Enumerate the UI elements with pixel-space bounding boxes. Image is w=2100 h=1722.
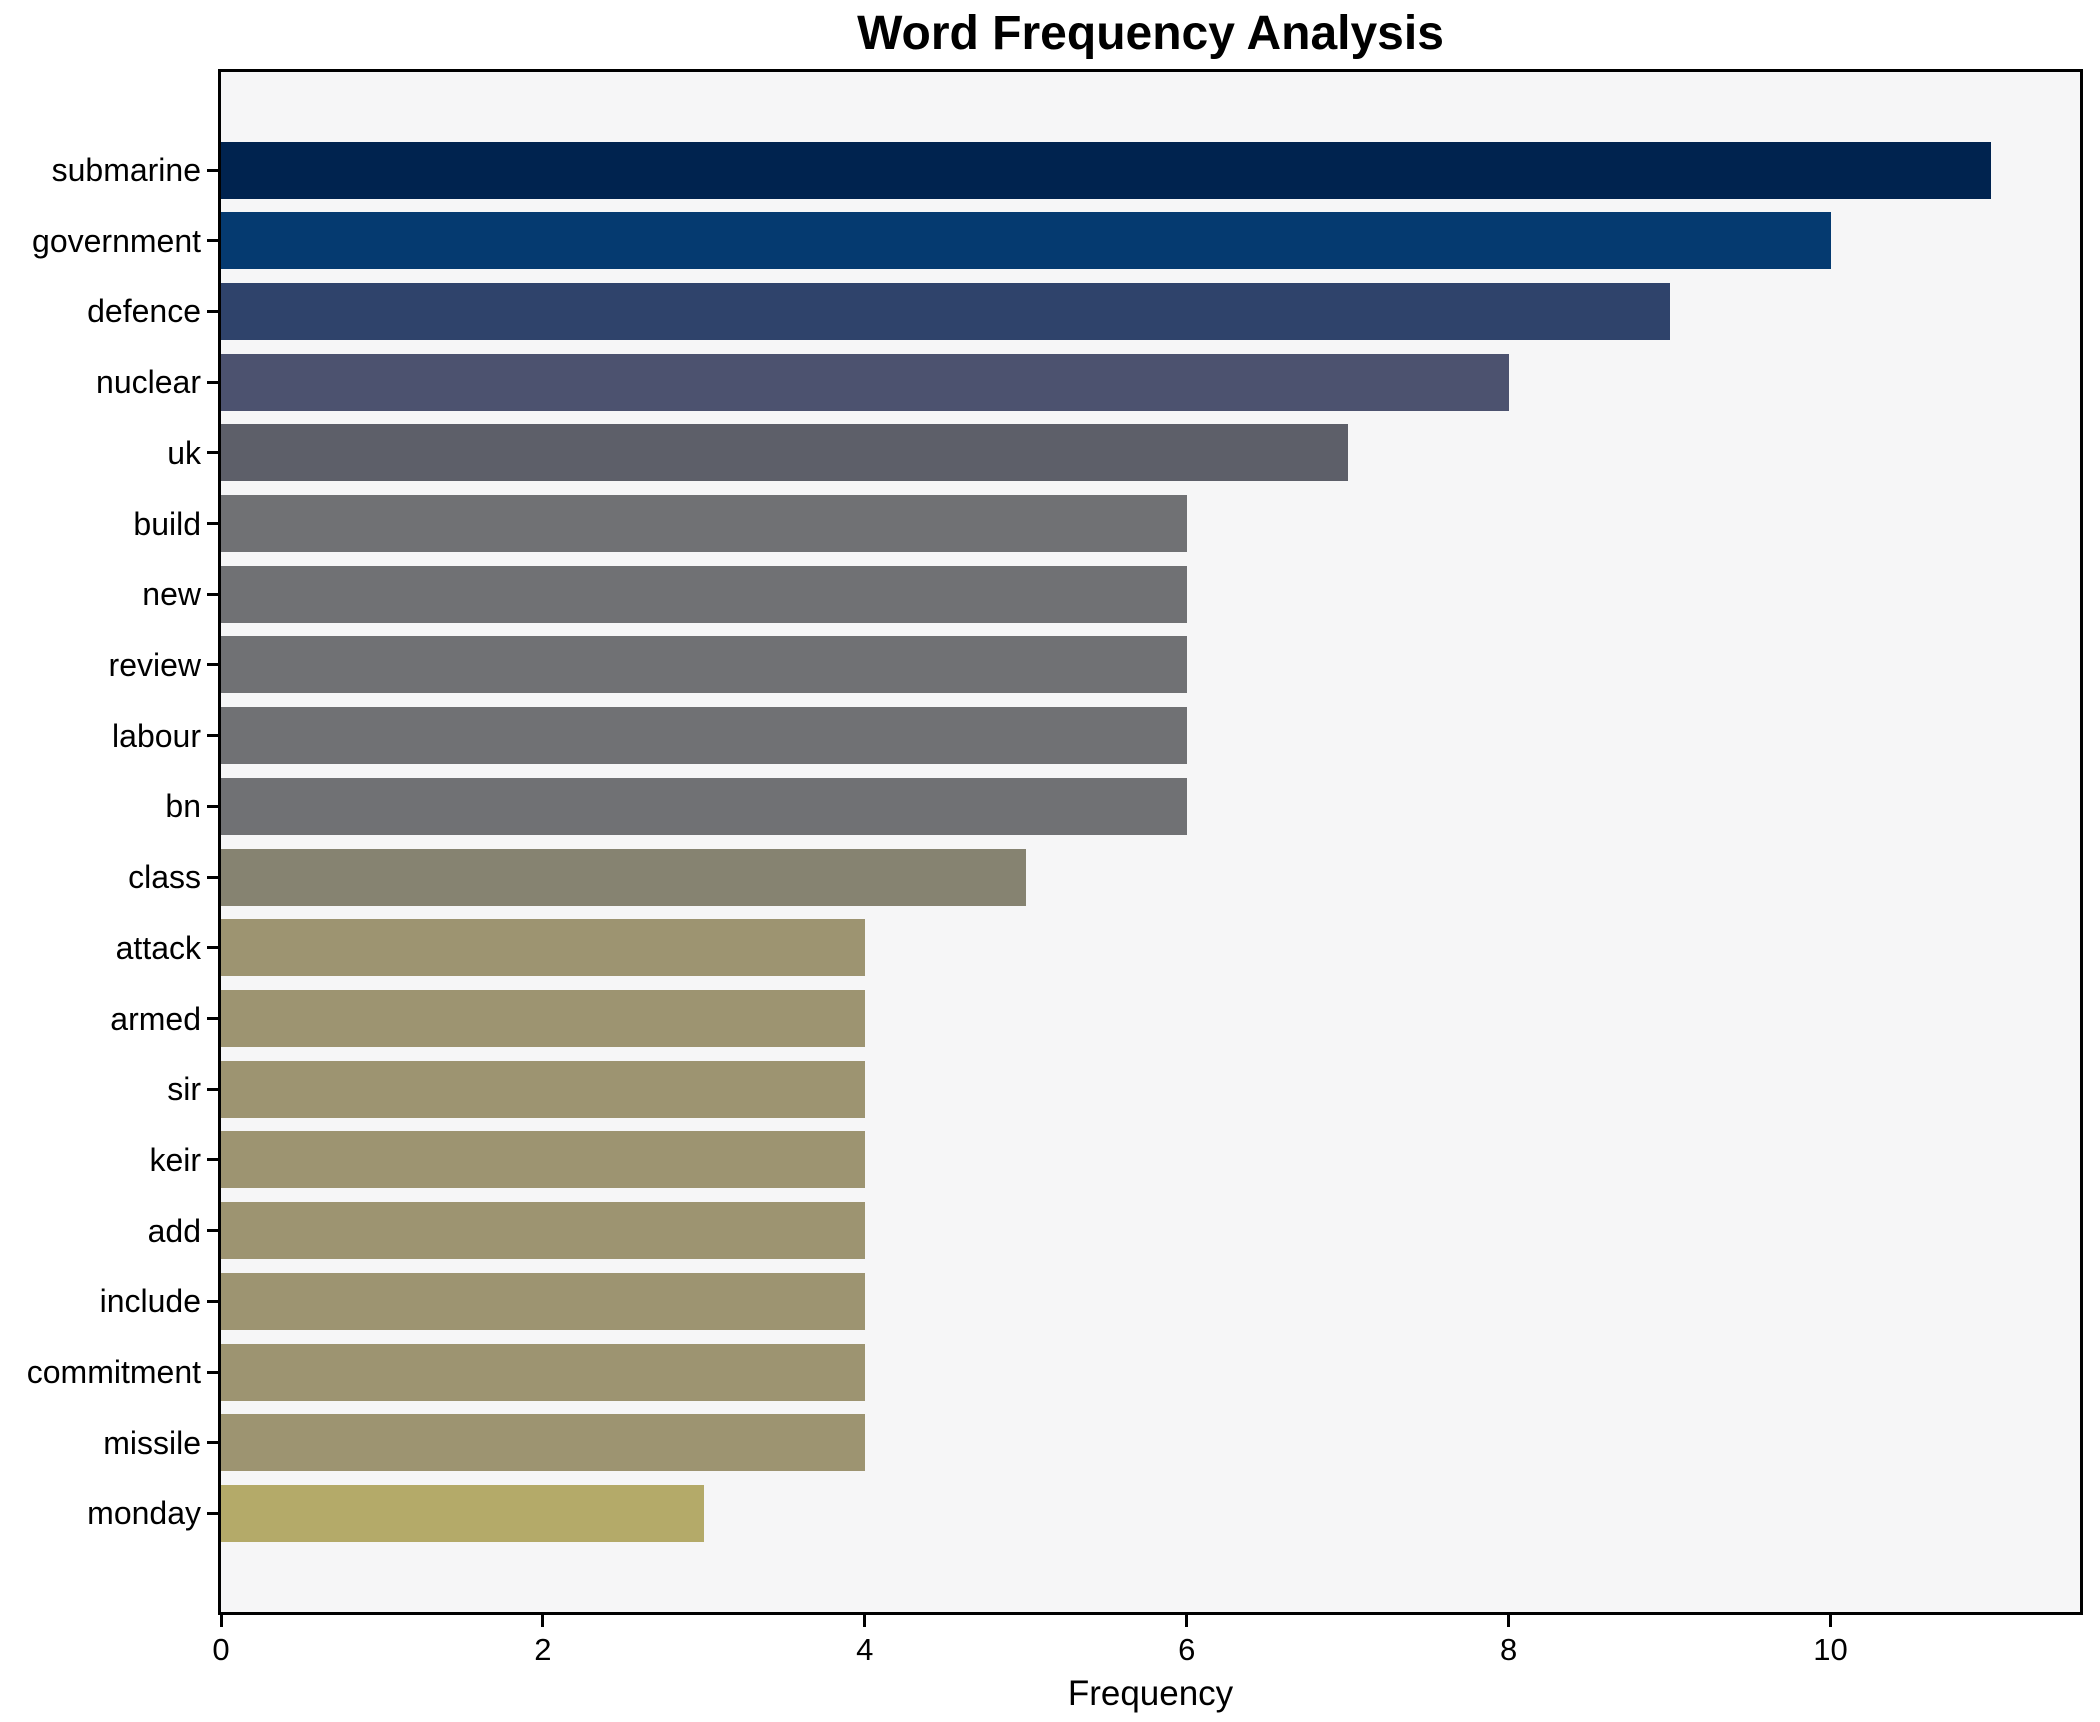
bar-keir: [221, 1131, 865, 1189]
bar-armed: [221, 990, 865, 1048]
y-tick-mark: [207, 1017, 218, 1021]
y-tick-mark: [207, 1370, 218, 1374]
y-tick-mark: [207, 1511, 218, 1515]
y-tick-label-include: include: [99, 1283, 201, 1320]
y-tick-label-monday: monday: [87, 1495, 201, 1532]
x-tick-mark: [1507, 1615, 1511, 1627]
bar-class: [221, 848, 1026, 906]
y-tick-mark: [207, 946, 218, 950]
plot-area: [218, 69, 2083, 1615]
y-tick-mark: [207, 1229, 218, 1233]
y-tick-label-nuclear: nuclear: [96, 364, 201, 401]
x-tick-mark: [1829, 1615, 1833, 1627]
y-tick-mark: [207, 451, 218, 455]
y-tick-label-labour: labour: [112, 717, 201, 754]
bar-attack: [221, 919, 865, 977]
x-tick-label-8: 8: [1499, 1632, 1518, 1667]
bar-review: [221, 636, 1187, 694]
y-tick-mark: [207, 1087, 218, 1091]
y-tick-mark: [207, 734, 218, 738]
bar-defence: [221, 282, 1670, 340]
y-tick-mark: [207, 168, 218, 172]
y-tick-mark: [207, 522, 218, 526]
y-tick-label-class: class: [128, 859, 201, 896]
y-tick-mark: [207, 663, 218, 667]
bar-uk: [221, 424, 1348, 482]
bar-build: [221, 495, 1187, 553]
x-tick-mark: [863, 1615, 867, 1627]
x-tick-label-0: 0: [212, 1632, 230, 1667]
y-tick-label-missile: missile: [103, 1424, 201, 1461]
y-tick-mark: [207, 380, 218, 384]
bar-commitment: [221, 1343, 865, 1401]
chart-title: Word Frequency Analysis: [857, 7, 1444, 60]
y-tick-label-commitment: commitment: [26, 1354, 201, 1391]
y-tick-label-keir: keir: [149, 1141, 201, 1178]
bar-submarine: [221, 141, 1992, 199]
x-tick-label-6: 6: [1178, 1632, 1196, 1667]
y-tick-label-review: review: [108, 646, 201, 683]
y-tick-label-add: add: [147, 1212, 201, 1249]
y-tick-label-build: build: [133, 505, 201, 542]
bar-add: [221, 1202, 865, 1260]
x-tick-mark: [1185, 1615, 1189, 1627]
y-tick-mark: [207, 1299, 218, 1303]
x-axis-label: Frequency: [1067, 1674, 1234, 1713]
bar-government: [221, 212, 1831, 270]
bar-include: [221, 1272, 865, 1330]
y-tick-label-attack: attack: [115, 929, 201, 966]
bar-sir: [221, 1060, 865, 1118]
x-tick-mark: [219, 1615, 223, 1627]
bar-nuclear: [221, 353, 1509, 411]
bar-monday: [221, 1484, 704, 1542]
y-tick-label-armed: armed: [110, 1000, 201, 1037]
y-tick-mark: [207, 875, 218, 879]
bar-labour: [221, 707, 1187, 765]
y-tick-mark: [207, 592, 218, 596]
y-tick-mark: [207, 1158, 218, 1162]
x-tick-label-10: 10: [1813, 1632, 1848, 1667]
y-tick-mark: [207, 239, 218, 243]
bar-new: [221, 565, 1187, 623]
y-tick-mark: [207, 1441, 218, 1445]
x-tick-mark: [541, 1615, 545, 1627]
y-tick-label-bn: bn: [165, 788, 201, 825]
x-tick-label-4: 4: [856, 1632, 874, 1667]
y-tick-label-new: new: [142, 576, 201, 613]
y-tick-label-government: government: [32, 222, 201, 259]
y-tick-label-sir: sir: [167, 1071, 201, 1108]
y-tick-mark: [207, 309, 218, 313]
bar-missile: [221, 1414, 865, 1472]
y-tick-label-defence: defence: [87, 293, 201, 330]
y-tick-label-uk: uk: [167, 434, 201, 471]
x-tick-label-2: 2: [534, 1632, 552, 1667]
bar-bn: [221, 777, 1187, 835]
y-tick-mark: [207, 804, 218, 808]
y-tick-label-submarine: submarine: [51, 152, 201, 188]
